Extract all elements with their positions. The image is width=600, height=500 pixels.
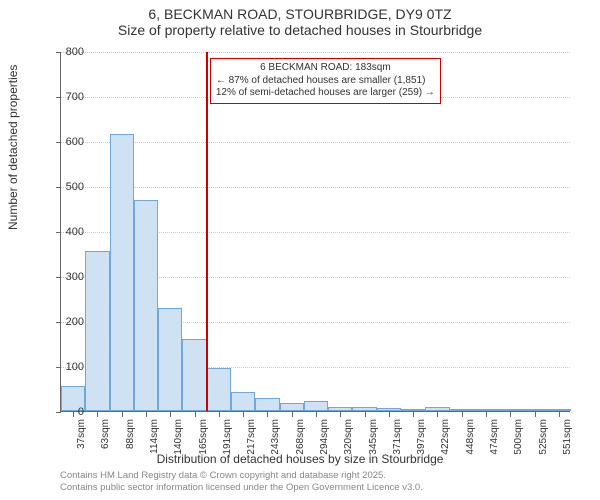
chart-title-block: 6, BECKMAN ROAD, STOURBRIDGE, DY9 0TZ Si…	[0, 0, 600, 38]
ytick-label: 100	[44, 361, 84, 373]
property-marker-line	[206, 52, 208, 411]
histogram-bar	[328, 407, 352, 411]
xtick-mark	[486, 412, 487, 417]
histogram-bar	[304, 401, 328, 411]
xtick-label: 320sqm	[343, 419, 354, 455]
histogram-bar	[255, 398, 279, 411]
xtick-label: 63sqm	[100, 419, 111, 449]
attribution-footer: Contains HM Land Registry data © Crown c…	[60, 470, 423, 494]
xtick-mark	[535, 412, 536, 417]
annotation-line-2: ← 87% of detached houses are smaller (1,…	[216, 75, 435, 88]
ytick-label: 600	[44, 136, 84, 148]
xtick-mark	[219, 412, 220, 417]
plot-region: 6 BECKMAN ROAD: 183sqm← 87% of detached …	[60, 52, 570, 412]
xtick-label: 268sqm	[295, 419, 306, 455]
xtick-mark	[292, 412, 293, 417]
gridline	[61, 187, 570, 188]
xtick-label: 114sqm	[149, 419, 160, 454]
xtick-mark	[195, 412, 196, 417]
y-axis-label: Number of detached properties	[6, 65, 20, 230]
xtick-mark	[146, 412, 147, 417]
xtick-label: 88sqm	[125, 419, 136, 449]
xtick-label: 422sqm	[440, 419, 451, 455]
title-line-1: 6, BECKMAN ROAD, STOURBRIDGE, DY9 0TZ	[0, 6, 600, 22]
xtick-label: 294sqm	[319, 419, 330, 455]
histogram-bar	[377, 408, 401, 411]
ytick-label: 500	[44, 181, 84, 193]
chart-area: 6 BECKMAN ROAD: 183sqm← 87% of detached …	[60, 52, 570, 412]
histogram-bar	[401, 409, 425, 411]
xtick-label: 474sqm	[489, 419, 500, 455]
histogram-bar	[352, 407, 376, 411]
xtick-mark	[243, 412, 244, 417]
xtick-mark	[267, 412, 268, 417]
footer-line-1: Contains HM Land Registry data © Crown c…	[60, 470, 423, 482]
xtick-mark	[559, 412, 560, 417]
xtick-label: 165sqm	[198, 419, 209, 455]
histogram-bar	[207, 368, 231, 411]
xtick-label: 37sqm	[76, 419, 87, 449]
gridline	[61, 142, 570, 143]
histogram-bar	[182, 339, 206, 411]
histogram-bar	[522, 409, 546, 411]
histogram-bar	[547, 409, 571, 411]
ytick-label: 0	[44, 406, 84, 418]
xtick-mark	[170, 412, 171, 417]
xtick-label: 525sqm	[538, 419, 549, 455]
xtick-label: 140sqm	[173, 419, 184, 455]
ytick-label: 400	[44, 226, 84, 238]
histogram-bar	[110, 134, 134, 411]
xtick-label: 217sqm	[246, 419, 257, 455]
annotation-line-3: 12% of semi-detached houses are larger (…	[216, 87, 435, 100]
xtick-mark	[316, 412, 317, 417]
ytick-label: 300	[44, 271, 84, 283]
ytick-label: 700	[44, 91, 84, 103]
ytick-label: 800	[44, 46, 84, 58]
histogram-bar	[474, 409, 498, 411]
ytick-label: 200	[44, 316, 84, 328]
footer-line-2: Contains public sector information licen…	[60, 482, 423, 494]
xtick-mark	[122, 412, 123, 417]
histogram-bar	[158, 308, 182, 412]
xtick-mark	[97, 412, 98, 417]
xtick-label: 191sqm	[222, 419, 233, 455]
histogram-bar	[425, 407, 449, 412]
xtick-label: 551sqm	[562, 419, 573, 455]
title-line-2: Size of property relative to detached ho…	[0, 22, 600, 38]
annotation-box: 6 BECKMAN ROAD: 183sqm← 87% of detached …	[210, 58, 441, 104]
xtick-mark	[340, 412, 341, 417]
xtick-label: 500sqm	[513, 419, 524, 455]
xtick-label: 371sqm	[392, 419, 403, 455]
histogram-bar	[134, 200, 158, 412]
histogram-bar	[280, 403, 304, 411]
xtick-mark	[462, 412, 463, 417]
xtick-mark	[389, 412, 390, 417]
xtick-label: 243sqm	[270, 419, 281, 455]
histogram-bar	[498, 409, 522, 411]
histogram-bar	[85, 251, 109, 411]
gridline	[61, 52, 570, 53]
histogram-bar	[231, 392, 255, 411]
xtick-mark	[437, 412, 438, 417]
xtick-label: 397sqm	[416, 419, 427, 455]
annotation-line-1: 6 BECKMAN ROAD: 183sqm	[216, 62, 435, 75]
histogram-bar	[450, 409, 474, 411]
xtick-mark	[510, 412, 511, 417]
xtick-label: 345sqm	[368, 419, 379, 455]
xtick-mark	[365, 412, 366, 417]
xtick-label: 448sqm	[465, 419, 476, 455]
xtick-mark	[413, 412, 414, 417]
